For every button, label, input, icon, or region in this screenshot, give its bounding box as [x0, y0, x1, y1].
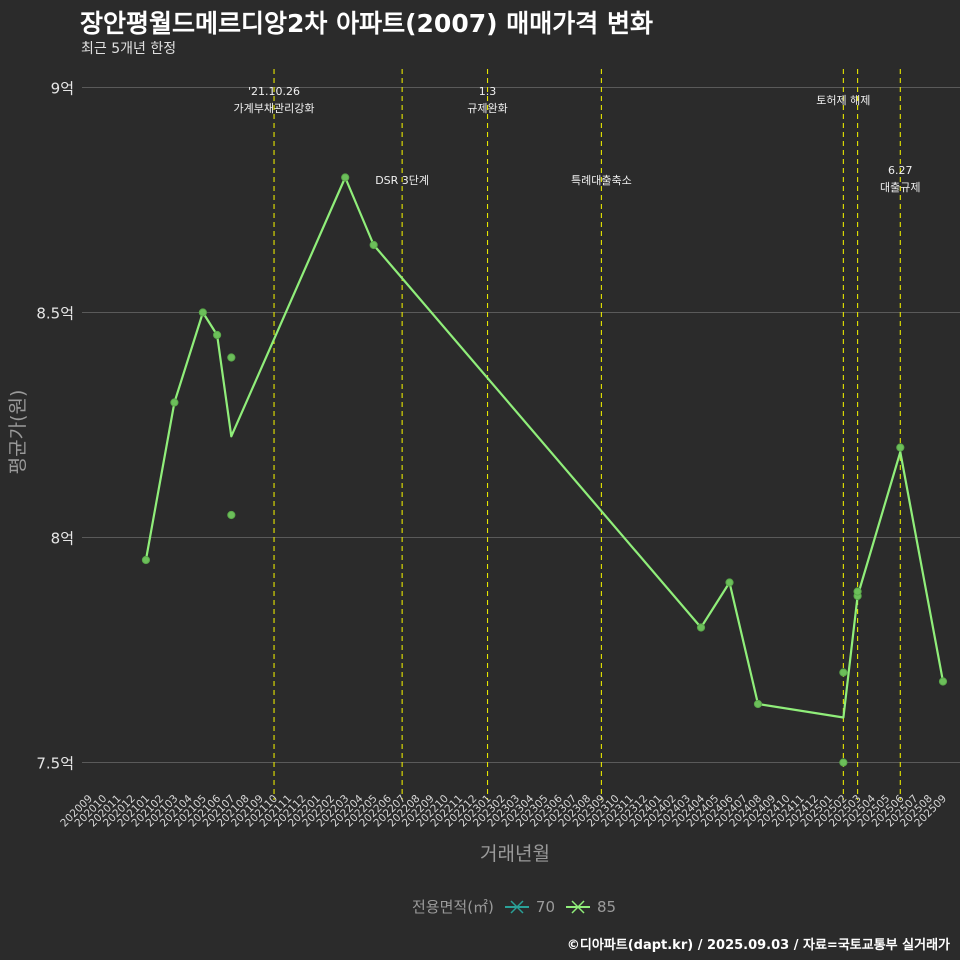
data-point-85: [753, 699, 763, 709]
data-point-85: [369, 240, 378, 250]
legend: 전용면적(㎡) 70 85: [412, 896, 616, 917]
data-point-85: [725, 578, 734, 587]
legend-key-70-icon: [504, 899, 529, 914]
y-tick-label: 8.5억: [36, 305, 74, 323]
event-label: DSR 3단계: [375, 174, 429, 187]
event-label: 특례대출축소: [571, 174, 632, 187]
data-point-85: [213, 330, 222, 340]
data-point-85: [853, 587, 862, 596]
event-label: 규제완화: [467, 102, 507, 115]
y-axis-title: 평균가(원): [7, 390, 29, 475]
event-label: 가계부채관리강화: [234, 102, 315, 115]
data-point-85: [696, 623, 706, 632]
event-label: 대출규제: [880, 181, 920, 194]
y-tick-label: 8억: [51, 530, 74, 548]
x-axis-title: 거래년월: [480, 843, 550, 865]
legend-item-85: 85: [565, 897, 616, 917]
data-point-85: [198, 308, 207, 317]
legend-title: 전용면적(㎡): [412, 898, 494, 916]
legend-key-85-icon: [566, 899, 590, 914]
series-line-85: [144, 176, 945, 719]
data-point-85: [227, 353, 236, 362]
data-point-85: [341, 173, 350, 182]
legend-label-85: 85: [597, 897, 617, 916]
data-point-85: [170, 398, 179, 407]
event-label: '21.10.26: [248, 85, 300, 98]
data-point-85: [227, 510, 236, 520]
source-caption: ©디아파트(dapt.kr) / 2025.09.03 / 자료=국토교통부 실…: [566, 938, 950, 953]
data-point-85: [839, 668, 848, 677]
event-label: 6.27: [888, 164, 913, 177]
event-label: 토허제 해제: [816, 93, 870, 107]
data-point-85: [141, 555, 151, 565]
data-point-85: [839, 758, 848, 767]
y-tick-label: 7.5억: [36, 755, 74, 773]
y-tick-label: 9억: [51, 80, 74, 98]
chart-subtitle: 최근 5개년 한정: [81, 41, 177, 57]
data-point-85: [896, 443, 905, 452]
legend-label-70: 70: [535, 897, 555, 916]
data-point-85: [938, 677, 948, 686]
chart-title: 장안평월드메르디앙2차 아파트(2007) 매매가격 변화: [80, 9, 653, 38]
legend-item-70: 70: [504, 897, 555, 917]
event-label: 1.3: [479, 85, 497, 98]
